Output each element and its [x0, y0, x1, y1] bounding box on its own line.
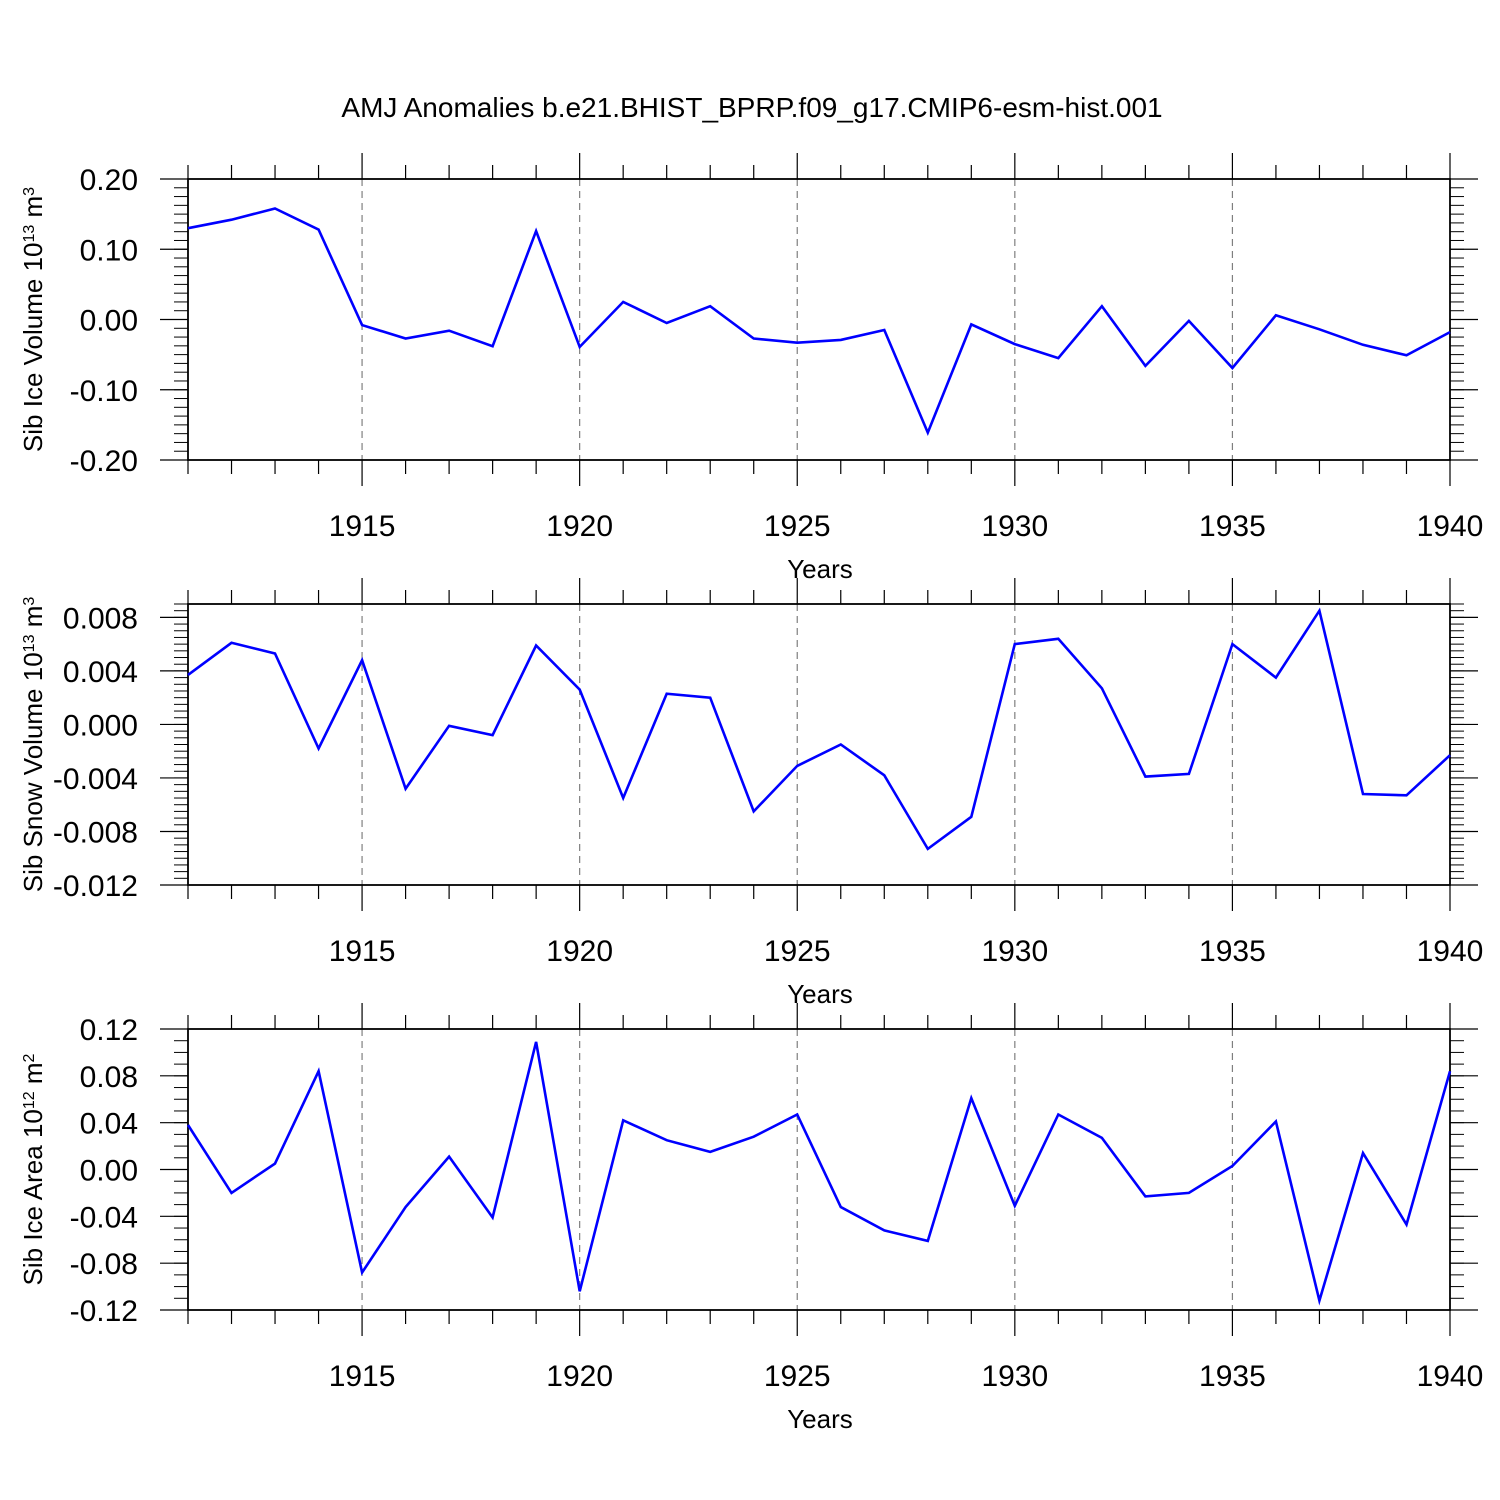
y-tick-label: 0.08	[80, 1061, 138, 1094]
y-axis-label-exp: 13	[21, 634, 38, 652]
y-axis-label-main: Sib Snow Volume 10	[18, 652, 48, 892]
x-axis-label: Years	[787, 979, 853, 1009]
panel-3: 1915 1920 1925 1930 1935 1940 0.12 0.08 0.04 0.00…	[18, 1003, 1483, 1434]
y-axis-label-unit: m	[18, 196, 48, 225]
chart-title: AMJ Anomalies b.e21.BHIST_BPRP.f09_g17.C…	[341, 92, 1162, 123]
y-axis-label-exp: 13	[21, 225, 38, 243]
y-axis-label-unit_exp: 2	[21, 1053, 38, 1062]
y-tick-label: -0.04	[70, 1201, 138, 1234]
y-axis-label-main: Sib Ice Volume 10	[18, 243, 48, 453]
y-tick-label: -0.10	[70, 375, 138, 408]
y-tick-label: -0.08	[70, 1248, 138, 1281]
x-tick-label: 1930	[981, 510, 1048, 543]
x-axis-label: Years	[787, 554, 853, 584]
panel-2: 1915 1920 1925 1930 1935 1940 0.008 0.004 0.000 -…	[18, 578, 1483, 1009]
y-tick-label: 0.10	[80, 234, 138, 267]
y-tick-label: 0.00	[80, 1155, 138, 1188]
panel-1: 1915 1920 1925 1930 1935 1940 0.20 0.10 0.00 -0.1…	[18, 153, 1483, 584]
plot-frame	[187, 603, 1451, 886]
y-tick-label: -0.008	[53, 816, 138, 849]
y-tick-label: -0.004	[53, 763, 138, 796]
plot-frame	[187, 1028, 1451, 1311]
y-tick-label: -0.12	[70, 1295, 138, 1328]
x-tick-label: 1925	[764, 510, 831, 543]
y-axis-label-unit: m	[18, 1062, 48, 1091]
x-tick-label: 1915	[329, 1360, 396, 1393]
y-tick-label: 0.20	[80, 164, 138, 197]
x-tick-label: 1920	[546, 510, 613, 543]
y-tick-label: 0.04	[80, 1108, 138, 1141]
x-tick-label: 1920	[546, 935, 613, 968]
y-tick-label: -0.20	[70, 445, 138, 478]
x-tick-label: 1940	[1417, 935, 1484, 968]
x-tick-label: 1935	[1199, 935, 1266, 968]
plot-frame	[187, 178, 1451, 461]
y-axis-label: Sib Ice Area 1012 m2	[18, 1053, 48, 1285]
series-line	[187, 207, 1451, 437]
y-axis-label: Sib Snow Volume 1013 m3	[18, 597, 48, 893]
x-tick-label: 1920	[546, 1360, 613, 1393]
x-tick-label: 1935	[1199, 1360, 1266, 1393]
x-axis-label: Years	[787, 1404, 853, 1434]
y-tick-label: 0.00	[80, 305, 138, 338]
series-line	[187, 607, 1451, 851]
y-tick-label: 0.12	[80, 1014, 138, 1047]
x-tick-label: 1930	[981, 1360, 1048, 1393]
y-axis-label: Sib Ice Volume 1013 m3	[18, 187, 48, 452]
y-tick-label: 0.000	[63, 709, 138, 742]
y-axis-label-main: Sib Ice Area 10	[18, 1109, 48, 1285]
x-tick-label: 1915	[329, 935, 396, 968]
x-tick-label: 1925	[764, 935, 831, 968]
y-axis-label-exp: 12	[21, 1091, 38, 1109]
x-tick-label: 1935	[1199, 510, 1266, 543]
y-tick-label: 0.004	[63, 656, 138, 689]
y-axis-label-unit_exp: 3	[21, 187, 38, 196]
y-tick-label: -0.012	[53, 870, 138, 903]
x-tick-label: 1930	[981, 935, 1048, 968]
x-tick-label: 1940	[1417, 1360, 1484, 1393]
y-axis-label-unit: m	[18, 606, 48, 635]
x-tick-label: 1915	[329, 510, 396, 543]
y-tick-label: 0.008	[63, 602, 138, 635]
x-tick-label: 1940	[1417, 510, 1484, 543]
series-line	[186, 1041, 1452, 1306]
x-tick-label: 1925	[764, 1360, 831, 1393]
y-axis-label-unit_exp: 3	[21, 597, 38, 606]
